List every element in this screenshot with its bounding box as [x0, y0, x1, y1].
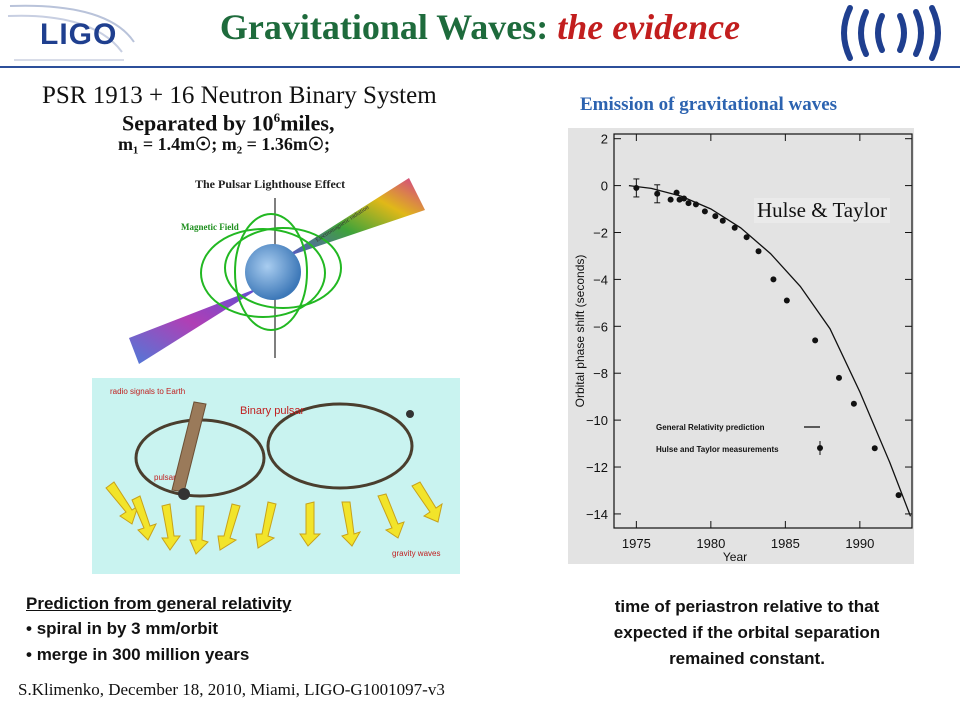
y-tick-label: −4	[593, 272, 608, 287]
measurement-point	[770, 276, 777, 283]
caption-line: expected if the orbital separation	[613, 623, 881, 642]
y-tick-label: −10	[586, 413, 608, 428]
prediction-heading: Prediction from general relativity	[26, 594, 292, 613]
measurement-point	[667, 196, 674, 203]
separation-main: Separated by 10	[122, 110, 274, 136]
measurement-point	[712, 213, 719, 220]
measurement-point	[850, 400, 857, 407]
measurement-point	[692, 201, 699, 208]
lighthouse-title: The Pulsar Lighthouse Effect	[195, 177, 345, 191]
y-tick-label: −6	[593, 319, 608, 334]
x-tick-label: 1990	[845, 536, 874, 551]
binary-pulsar-label: Binary pulsar	[240, 405, 305, 417]
hulse-taylor-label: Hulse & Taylor	[754, 198, 890, 223]
prediction-bullet: • merge in 300 million years	[26, 645, 250, 664]
legend-gr-label: General Relativity prediction	[656, 423, 765, 432]
y-tick-label: 0	[601, 179, 608, 194]
measurement-point	[755, 248, 762, 255]
masses-text: m₁ = 1.4m☉; m₂ = 1.36m☉;	[118, 134, 331, 154]
y-axis-label: Orbital phase shift (seconds)	[573, 255, 587, 408]
measurement-point	[681, 195, 688, 202]
measurement-point	[719, 217, 726, 224]
pulsar-label: pulsar	[154, 473, 176, 482]
measurement-point	[835, 374, 842, 381]
bullet-text: merge in 300 million years	[36, 645, 250, 664]
measurement-point	[895, 492, 902, 499]
caption-line: remained constant.	[669, 649, 825, 668]
y-tick-label: −8	[593, 366, 608, 381]
emission-heading: Emission of gravitational waves	[580, 94, 838, 115]
orbital-decay-chart: 2 0 −2 −4 −6 −8 −10 −12 −14 1975 1980 1985 1990 Year O…	[568, 128, 914, 564]
slide-title: Gravitational Waves: the evidence	[0, 6, 960, 48]
x-tick-label: 1975	[622, 536, 651, 551]
gr-prediction-line	[628, 184, 912, 517]
chart-caption: time of periastron relative to that expe…	[552, 594, 942, 672]
measurement-point	[812, 337, 819, 344]
measurement-point	[743, 234, 750, 241]
separation-unit: miles,	[280, 110, 335, 136]
caption-line: time of periastron relative to that	[614, 597, 880, 616]
footer-credit: S.Klimenko, December 18, 2010, Miami, LI…	[18, 680, 445, 699]
y-tick-label: −12	[586, 460, 608, 475]
waves-logo	[841, 5, 941, 61]
measurement-point	[783, 297, 790, 304]
ligo-logo: LIGO	[40, 18, 118, 51]
separation-text: Separated by 106miles,	[122, 110, 334, 136]
pulsar-lighthouse-illustration: The Pulsar Lighthouse Effect Magnetic Fi…	[113, 168, 431, 370]
magnetic-field-label: Magnetic Field	[181, 222, 239, 232]
x-tick-label: 1980	[696, 536, 725, 551]
prediction-bullet: • spiral in by 3 mm/orbit	[26, 619, 219, 638]
plot-frame	[613, 133, 913, 529]
measurement-point	[871, 445, 878, 452]
header-divider	[0, 66, 960, 68]
x-axis-label: Year	[723, 550, 747, 564]
radio-signals-label: radio signals to Earth	[110, 387, 185, 396]
separation-exponent: 6	[273, 110, 281, 125]
measurement-point	[701, 208, 708, 215]
x-tick-label: 1985	[771, 536, 800, 551]
title-highlight: the evidence	[557, 7, 741, 47]
y-tick-label: −14	[586, 507, 608, 522]
ligo-logo-swoosh	[7, 4, 135, 61]
bullet-text: spiral in by 3 mm/orbit	[36, 619, 219, 638]
binary-pulsar-illustration: radio signals to Earth Binary pulsar pul…	[92, 378, 460, 574]
y-tick-label: −2	[593, 226, 608, 241]
y-tick-label: 2	[601, 132, 608, 147]
title-main: Gravitational Waves:	[219, 7, 549, 47]
measurement-point	[673, 189, 680, 196]
gravity-waves-label: gravity waves	[392, 549, 440, 558]
measurement-point	[685, 200, 692, 207]
system-title: PSR 1913 + 16 Neutron Binary System	[42, 82, 437, 109]
measurement-point	[731, 224, 738, 231]
legend-measurement-label: Hulse and Taylor measurements	[656, 445, 779, 454]
